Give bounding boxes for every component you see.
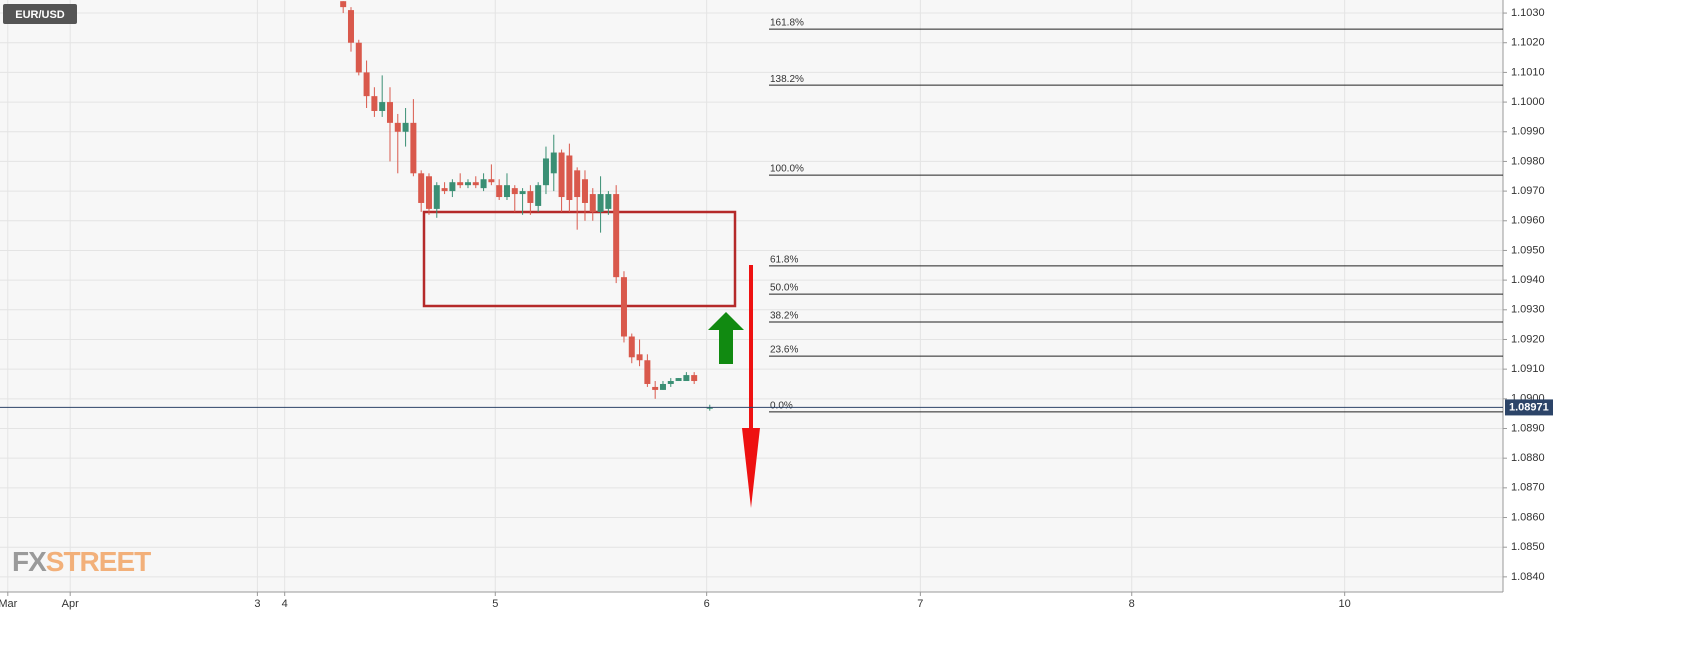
down-arrow (742, 265, 760, 508)
fib-label: 50.0% (770, 283, 798, 294)
candle-body (628, 336, 635, 358)
up-arrow (708, 312, 744, 364)
candle-body (464, 182, 471, 186)
candle-body (379, 102, 386, 111)
x-tick-label: Apr (62, 598, 79, 610)
candle-body (535, 185, 542, 206)
y-tick-label: 1.0950 (1511, 244, 1545, 256)
x-tick-label: 6 (704, 598, 710, 610)
candle-body (636, 354, 643, 361)
candle-body (613, 194, 620, 278)
candle-body (566, 155, 573, 201)
y-tick-label: 1.0880 (1511, 452, 1545, 464)
candle-body (449, 182, 456, 192)
candle-body (402, 122, 409, 132)
candle-body (652, 386, 659, 390)
y-tick-label: 1.0970 (1511, 185, 1545, 197)
y-tick-label: 1.0930 (1511, 304, 1545, 316)
candle-body (386, 102, 393, 123)
last-price-badge (1505, 399, 1553, 416)
zone-box (422, 210, 737, 308)
fib-label: 38.2% (770, 311, 798, 322)
logo-street: STREET (46, 546, 151, 577)
candle-body (542, 158, 549, 186)
candle-body (706, 407, 713, 409)
y-tick-label: 1.0960 (1511, 215, 1545, 227)
fib-label: 100.0% (770, 164, 804, 175)
candle-body (355, 42, 362, 73)
x-tick-label: 5 (492, 598, 498, 610)
y-tick-label: 1.1010 (1511, 66, 1545, 78)
candle-body (472, 182, 479, 186)
x-tick-label: Mar (0, 598, 18, 610)
x-tick-label: 7 (917, 598, 923, 610)
candle-body (394, 122, 401, 132)
candle-body (425, 176, 432, 209)
y-tick-label: 1.0990 (1511, 126, 1545, 138)
y-tick-label: 1.0840 (1511, 571, 1545, 583)
y-tick-label: 1.1020 (1511, 37, 1545, 49)
candle-body (347, 10, 354, 43)
fib-label: 61.8% (770, 255, 798, 266)
candle-body (503, 185, 510, 198)
candle-body (410, 122, 417, 174)
candle-body (558, 152, 565, 198)
candle-body (574, 170, 581, 198)
y-tick-label: 1.0850 (1511, 541, 1545, 553)
symbol-badge (3, 4, 77, 24)
x-tick-label: 4 (282, 598, 288, 610)
candle-body (363, 72, 370, 97)
y-tick-label: 1.0980 (1511, 155, 1545, 167)
y-tick-label: 1.1000 (1511, 96, 1545, 108)
logo: FXSTREET (12, 546, 151, 577)
y-tick-label: 1.0940 (1511, 274, 1545, 286)
x-tick-label: 8 (1129, 598, 1135, 610)
y-tick-label: 1.0910 (1511, 363, 1545, 375)
candle-body (691, 375, 698, 382)
candle-body (511, 188, 518, 195)
candle-body (620, 277, 627, 337)
candle-body (340, 1, 347, 8)
x-tick-label: 10 (1339, 598, 1351, 610)
candle-body (488, 179, 495, 183)
fib-label: 138.2% (770, 74, 804, 85)
fib-label: 161.8% (770, 18, 804, 29)
candle-body (519, 191, 526, 195)
candle-body (457, 182, 464, 186)
candle-body (433, 185, 440, 209)
candle-body (589, 194, 596, 212)
candle-body (675, 378, 682, 382)
candle-body (644, 360, 651, 384)
y-tick-label: 1.0920 (1511, 333, 1545, 345)
candle-body (581, 179, 588, 203)
candle-body (441, 188, 448, 192)
candle-body (597, 194, 604, 212)
symbol: EUR/USD (15, 9, 65, 21)
candle-body (659, 383, 666, 390)
candle-body (550, 152, 557, 174)
fib-label: 0.0% (770, 401, 793, 412)
x-tick-label: 3 (254, 598, 260, 610)
candle-body (605, 194, 612, 209)
y-tick-label: 1.0860 (1511, 511, 1545, 523)
y-tick-label: 1.1030 (1511, 7, 1545, 19)
candle-body (418, 173, 425, 203)
logo-fx: FX (12, 546, 47, 577)
candle-body (527, 191, 534, 203)
candle-body (480, 179, 487, 189)
last-price-label: 1.08971 (1509, 401, 1549, 413)
candle-body (371, 96, 378, 111)
candle-body (683, 375, 690, 382)
candle-body (496, 185, 503, 198)
candle-body (667, 381, 674, 384)
y-tick-label: 1.0870 (1511, 482, 1545, 494)
fib-label: 23.6% (770, 345, 798, 356)
y-tick-label: 1.0890 (1511, 422, 1545, 434)
